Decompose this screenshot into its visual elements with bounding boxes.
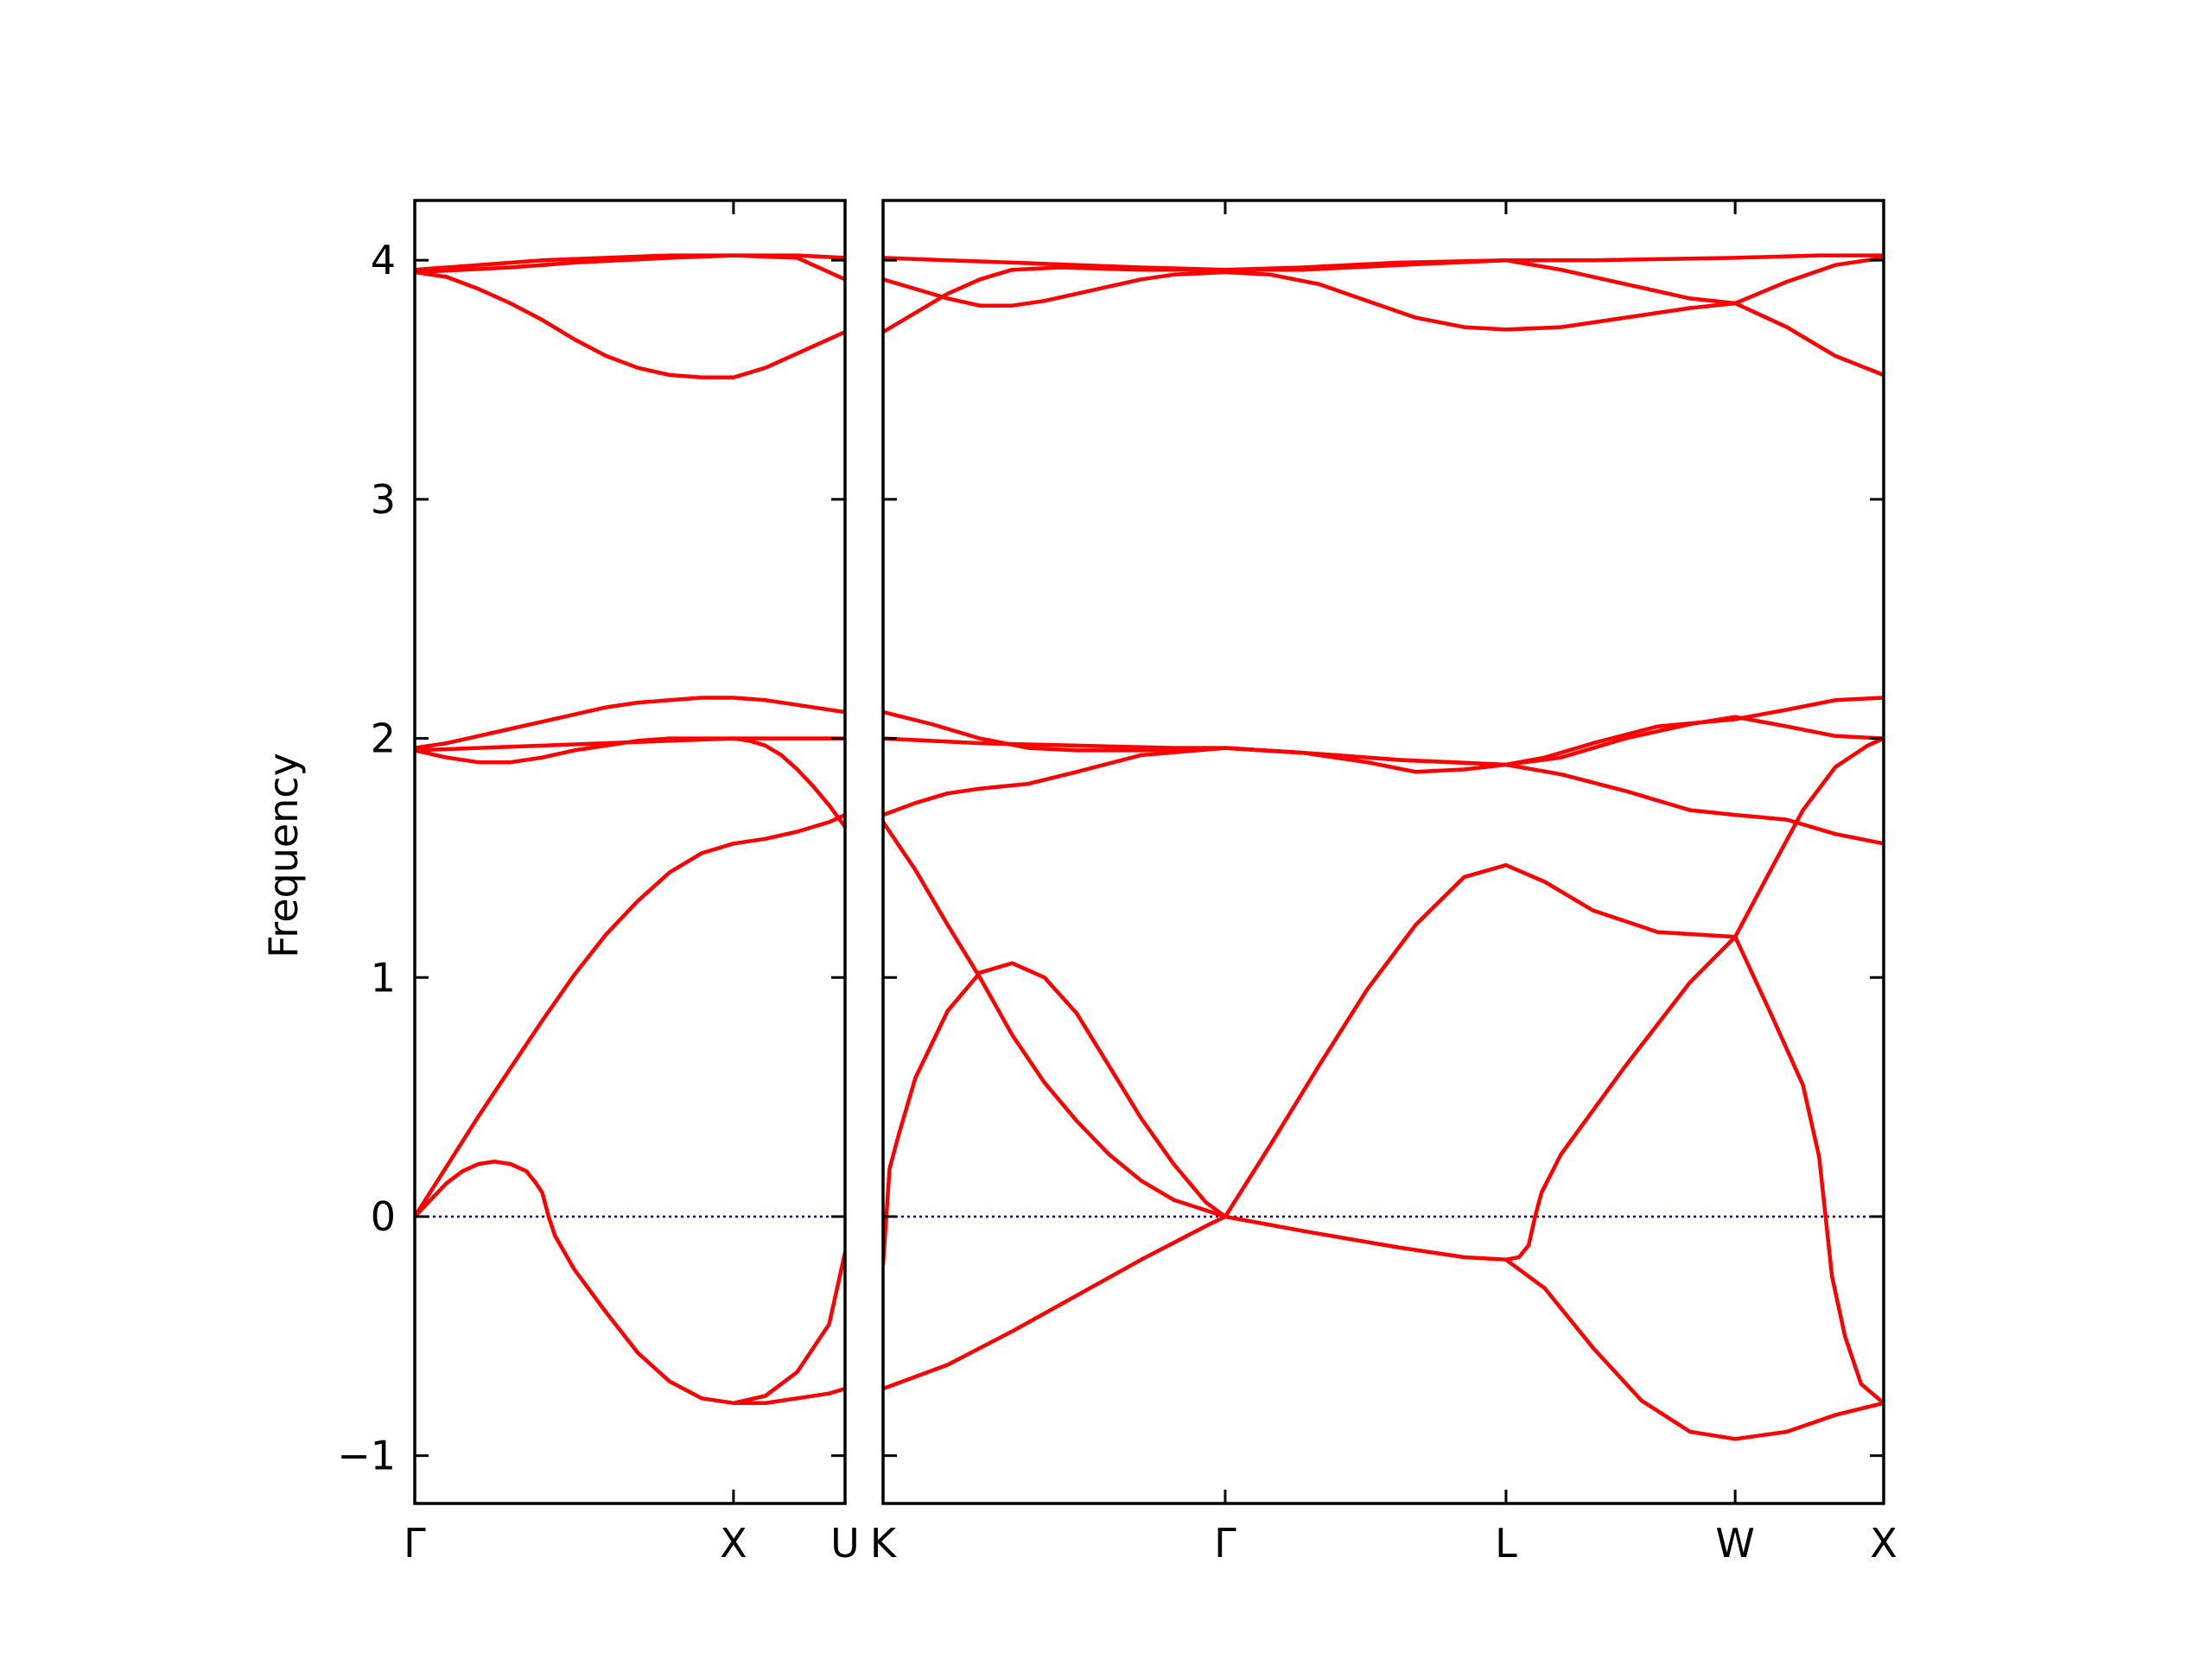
x-tick-label: U [830,1520,860,1567]
right-data [883,253,1884,1441]
left-band-8 [415,1160,845,1406]
right-band-2 [883,270,1884,378]
y-tick-label: 3 [371,476,396,523]
y-tick-label: 4 [371,237,396,283]
right-band-5 [883,715,1884,774]
x-tick-label: X [720,1520,747,1567]
right-band-7 [883,820,1228,1219]
left-band-9 [731,1386,845,1406]
right-band-14 [1732,736,1884,939]
right-band-10 [1223,862,1738,1219]
x-tick-label: K [870,1520,898,1567]
x-tick-label: Γ [404,1520,426,1567]
left-data [415,253,845,1406]
left-band-6 [415,736,845,830]
left-band-7 [415,812,845,1219]
left-frame [413,199,847,1505]
right-band-13 [1732,934,1884,1406]
left-panel: −1 0 1 2 3 4 Γ X U [337,199,860,1567]
right-band-8 [883,961,1228,1267]
right-band-9 [883,1214,1228,1391]
y-tick-label: −1 [337,1433,396,1479]
x-tick-label: L [1495,1520,1517,1567]
y-axis-label: Frequency [260,753,307,958]
right-band-11 [1223,934,1738,1262]
right-band-3 [883,256,1884,334]
right-frame [881,199,1885,1505]
left-band-4 [415,696,845,750]
y-tick-label: 1 [371,954,396,1001]
y-tick-label: 0 [371,1193,396,1240]
x-tick-label: X [1870,1520,1897,1567]
y-tick-label: 2 [371,715,396,762]
left-band-1 [415,253,845,272]
left-band-2 [415,270,845,380]
x-tick-label: Γ [1214,1520,1236,1567]
right-band-1 [883,253,1884,272]
right-band-12 [1503,1257,1884,1441]
left-band-3 [415,253,845,282]
right-band-6 [883,746,1884,846]
x-tick-label: W [1715,1520,1754,1567]
